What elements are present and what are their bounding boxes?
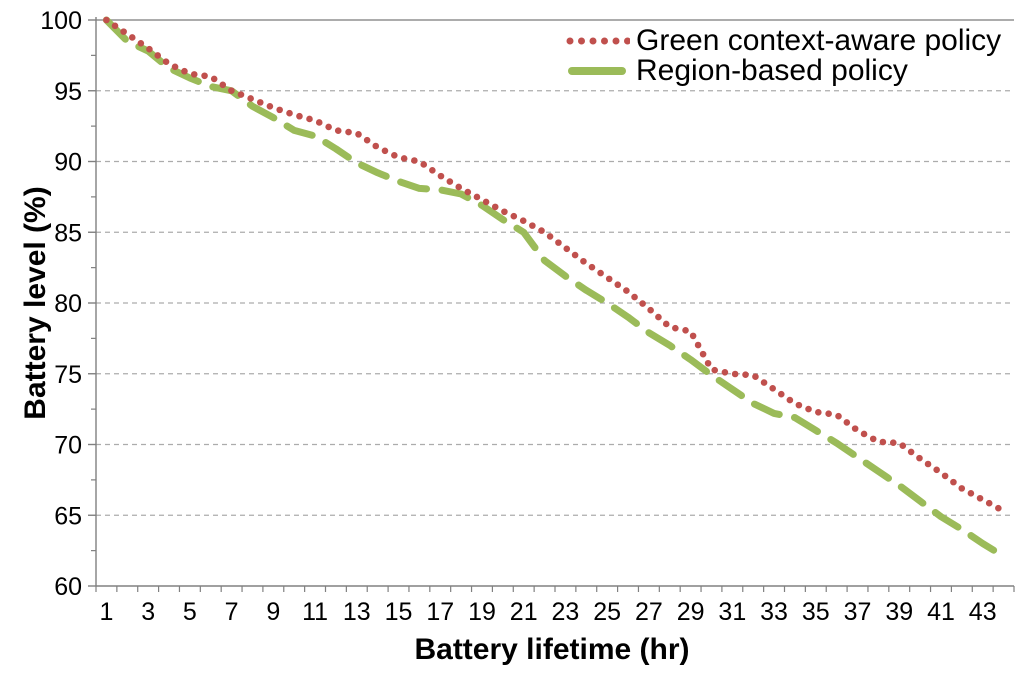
x-tick-label: 41	[927, 598, 955, 626]
legend: Green context-aware policy Region-based …	[566, 26, 1001, 86]
x-tick-label: 9	[266, 598, 280, 626]
y-axis-title: Battery level (%)	[19, 186, 52, 420]
x-tick-label: 25	[593, 598, 621, 626]
x-tick-label: 29	[677, 598, 705, 626]
x-tick-label: 39	[885, 598, 913, 626]
legend-label-green-context-aware: Green context-aware policy	[636, 24, 1002, 57]
y-tick-label: 65	[54, 502, 82, 530]
y-tick-label: 100	[40, 7, 82, 35]
x-tick-label: 5	[183, 598, 197, 626]
x-tick-label: 17	[426, 598, 454, 626]
x-tick-label: 21	[510, 598, 538, 626]
dashed-line-sample-icon	[568, 67, 626, 75]
y-tick-label: 85	[54, 219, 82, 247]
y-tick-label: 90	[54, 149, 82, 177]
x-tick-label: 31	[718, 598, 746, 626]
legend-item-region-based: Region-based policy	[566, 56, 1001, 86]
legend-item-green-context-aware: Green context-aware policy	[566, 26, 1001, 56]
x-tick-label: 23	[552, 598, 580, 626]
x-tick-label: 13	[343, 598, 371, 626]
y-tick-label: 70	[54, 432, 82, 460]
dotted-line-sample-icon	[566, 37, 630, 45]
y-tick-label: 60	[54, 573, 82, 601]
y-tick-label: 80	[54, 290, 82, 318]
x-tick-label: 37	[844, 598, 872, 626]
x-tick-label: 35	[802, 598, 830, 626]
x-tick-label: 3	[141, 598, 155, 626]
green-context-aware-policy-line	[103, 16, 1007, 515]
y-tick-label: 95	[54, 78, 82, 106]
x-axis-title: Battery lifetime (hr)	[414, 633, 690, 666]
x-tick-label: 7	[225, 598, 239, 626]
x-tick-label: 43	[969, 598, 997, 626]
x-tick-label: 1	[99, 598, 113, 626]
x-tick-label: 19	[468, 598, 496, 626]
x-tick-label: 11	[302, 598, 328, 626]
y-tick-label: 75	[54, 361, 82, 389]
x-tick-label: 27	[635, 598, 663, 626]
legend-label-region-based: Region-based policy	[636, 54, 908, 87]
x-tick-label: 33	[760, 598, 788, 626]
x-tick-label: 15	[385, 598, 413, 626]
region-based-policy-line	[102, 16, 1008, 560]
